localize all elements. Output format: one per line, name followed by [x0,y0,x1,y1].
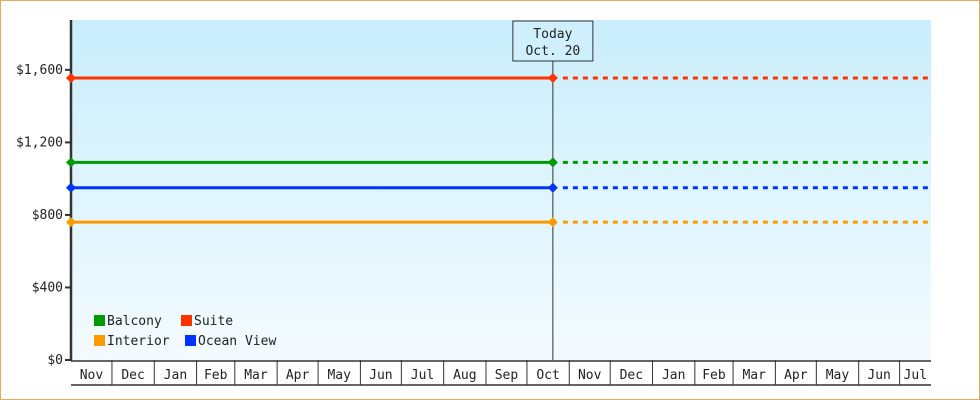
data-point-ocean-view [547,182,558,193]
x-tick-label: Mar [244,368,268,383]
x-tick-label: Jul [904,368,927,383]
x-tick-label: Mar [742,368,766,383]
x-tick-label: Nov [80,368,104,383]
y-tick-label: $800 [32,208,63,223]
x-tick-label: Nov [578,368,602,383]
legend-label: Ocean View [198,334,276,349]
data-point-ocean-view [66,182,76,193]
x-tick-label: Jan [164,368,187,383]
x-tick-label: May [826,368,850,383]
data-point-suite [66,73,76,84]
y-tick-label: $1,200 [16,135,63,150]
x-tick-label: Feb [204,368,228,383]
legend-label: Interior [107,334,170,349]
data-point-interior [66,217,76,228]
y-tick-label: $1,600 [16,63,63,78]
x-tick-label: Dec [121,368,144,383]
data-point-interior [547,217,558,228]
data-point-balcony [547,157,558,168]
x-tick-label: Sep [495,368,519,383]
plot-area [71,20,931,360]
legend-label: Suite [194,314,233,329]
y-tick-label: $0 [47,353,63,368]
x-tick-label: Dec [620,368,643,383]
x-tick-label: Jul [411,368,434,383]
legend-swatch [94,335,105,346]
x-tick-label: Aug [453,368,476,383]
x-tick-label: Apr [286,368,310,383]
legend-swatch [181,315,192,326]
y-tick-label: $400 [32,280,63,295]
data-point-balcony [66,157,76,168]
today-label-box [512,20,594,62]
today-label-date: Oct. 20 [525,44,580,59]
x-tick-label: Jan [662,368,685,383]
legend-label: Balcony [107,314,162,329]
today-label-title: Today [533,27,572,42]
x-tick-label: Jun [867,368,890,383]
legend-swatch [94,315,105,326]
x-tick-label: Oct [536,368,559,383]
x-tick-label: Feb [702,368,726,383]
x-tick-label: May [327,368,351,383]
data-point-suite [547,73,558,84]
x-tick-label: Apr [784,368,808,383]
x-tick-label: Jun [369,368,392,383]
legend-swatch [185,335,196,346]
